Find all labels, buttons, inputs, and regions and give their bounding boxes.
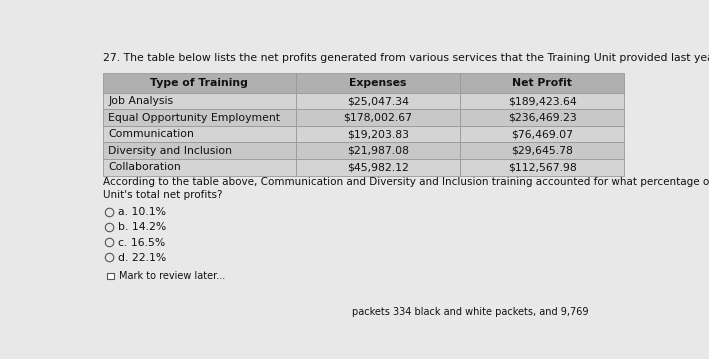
Bar <box>103 143 296 159</box>
Text: $21,987.08: $21,987.08 <box>347 146 408 156</box>
Bar <box>107 272 114 279</box>
Bar <box>460 159 624 176</box>
Text: Communication: Communication <box>108 129 194 139</box>
Bar <box>296 143 460 159</box>
Text: a. 10.1%: a. 10.1% <box>118 208 167 218</box>
Text: d. 22.1%: d. 22.1% <box>118 252 167 262</box>
Text: Collaboration: Collaboration <box>108 162 181 172</box>
Bar <box>103 93 296 109</box>
Text: $29,645.78: $29,645.78 <box>511 146 573 156</box>
Bar <box>460 109 624 126</box>
Text: 27. The table below lists the net profits generated from various services that t: 27. The table below lists the net profit… <box>103 53 709 63</box>
Bar <box>103 73 296 93</box>
Text: $236,469.23: $236,469.23 <box>508 113 576 122</box>
Text: $45,982.12: $45,982.12 <box>347 162 408 172</box>
Text: Net Profit: Net Profit <box>512 78 572 88</box>
Text: packets 334 black and white packets, and 9,769: packets 334 black and white packets, and… <box>352 307 589 317</box>
Text: Expenses: Expenses <box>349 78 406 88</box>
Bar <box>296 73 460 93</box>
Text: $178,002.67: $178,002.67 <box>343 113 412 122</box>
Text: $189,423.64: $189,423.64 <box>508 96 576 106</box>
Text: Type of Training: Type of Training <box>150 78 248 88</box>
Bar <box>460 93 624 109</box>
Bar <box>296 159 460 176</box>
Bar <box>103 109 296 126</box>
Text: $76,469.07: $76,469.07 <box>511 129 573 139</box>
Text: $25,047.34: $25,047.34 <box>347 96 408 106</box>
Text: $112,567.98: $112,567.98 <box>508 162 576 172</box>
Bar <box>296 126 460 143</box>
Text: $19,203.83: $19,203.83 <box>347 129 408 139</box>
Text: Mark to review later...: Mark to review later... <box>119 271 225 281</box>
Bar <box>103 159 296 176</box>
Text: Diversity and Inclusion: Diversity and Inclusion <box>108 146 232 156</box>
Bar <box>296 109 460 126</box>
Bar <box>296 93 460 109</box>
Text: Equal Opportunity Employment: Equal Opportunity Employment <box>108 113 280 122</box>
Text: c. 16.5%: c. 16.5% <box>118 238 166 247</box>
Text: Job Analysis: Job Analysis <box>108 96 173 106</box>
Bar <box>460 73 624 93</box>
Text: b. 14.2%: b. 14.2% <box>118 223 167 233</box>
Bar <box>460 143 624 159</box>
Bar <box>103 126 296 143</box>
Bar <box>460 126 624 143</box>
Text: According to the table above, Communication and Diversity and Inclusion training: According to the table above, Communicat… <box>103 177 709 200</box>
